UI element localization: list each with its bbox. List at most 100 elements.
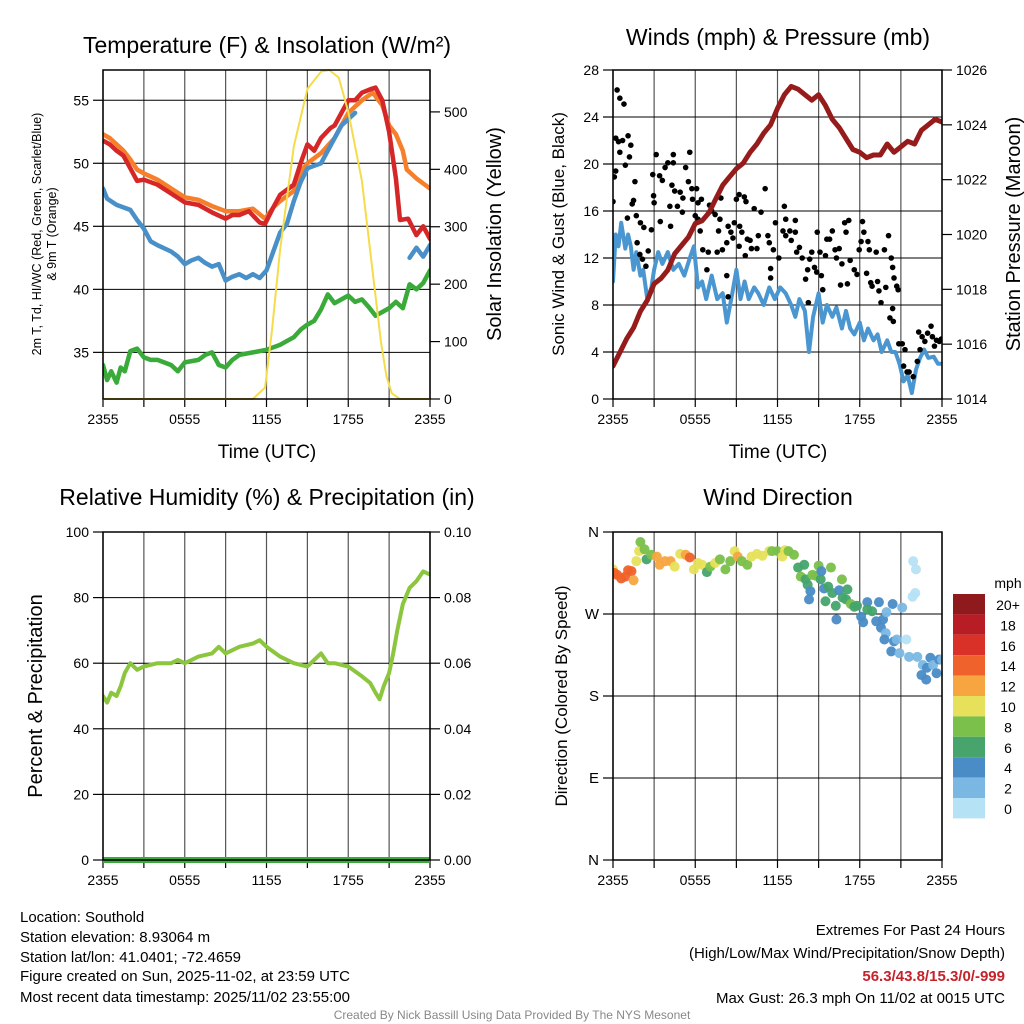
- winds-chart: 2355 0555 1155 1755 2355 0 4 8 12 16 20 24 28 1014 101…: [583, 62, 987, 427]
- wind-direction-point: [628, 575, 639, 586]
- gust-point: [704, 266, 710, 273]
- gust-point: [674, 203, 681, 210]
- winds-chart-title: Winds (mph) & Pressure (mb): [626, 24, 930, 50]
- winds-y2-tick-label: 1022: [956, 172, 987, 188]
- wind-direction-point: [881, 607, 892, 618]
- wind-direction-point: [742, 559, 753, 570]
- gust-point: [617, 95, 623, 101]
- gust-point: [887, 315, 893, 321]
- gust-point: [914, 358, 921, 365]
- temperature-chart-title: Temperature (F) & Insolation (W/m²): [83, 32, 451, 58]
- gust-point: [851, 266, 858, 273]
- gust-point: [762, 185, 768, 192]
- humidity-chart: 2355 0555 1155 1755 2355 0 20 40 60 80 100 0.00 0.02…: [66, 524, 472, 888]
- gust-point: [748, 245, 755, 252]
- legend-label: 10: [1000, 699, 1016, 715]
- gust-point: [617, 149, 623, 156]
- temperature-y2-tick-label: 100: [444, 334, 468, 350]
- gust-point: [685, 178, 692, 185]
- gust-point: [808, 249, 815, 255]
- legend-label: 16: [1000, 638, 1016, 654]
- gust-point: [723, 239, 730, 246]
- gust-point: [682, 164, 689, 171]
- winds-x-tick-label: 1755: [844, 411, 875, 427]
- gust-point: [874, 278, 881, 285]
- wind-direction-point: [805, 586, 816, 597]
- winds-y-tick-label: 20: [583, 156, 599, 172]
- gust-point: [633, 212, 640, 219]
- direction-plot-frame: [612, 531, 943, 861]
- wind-direction-point: [867, 606, 878, 617]
- gust-point: [772, 219, 779, 226]
- gust-point: [621, 101, 627, 107]
- legend-swatch: [953, 634, 985, 656]
- temperature-plot-area: [103, 69, 430, 400]
- wind-direction-point: [862, 597, 873, 608]
- gust-point: [906, 369, 912, 375]
- humidity-y2-tick-label: 0.02: [444, 786, 471, 802]
- gust-point: [869, 283, 875, 290]
- gust-point: [782, 216, 789, 223]
- gust-point: [878, 299, 884, 306]
- gust-point: [625, 133, 631, 139]
- gust-point: [833, 255, 840, 261]
- temperature-plot-frame: [102, 69, 431, 400]
- winds-y-tick-label: 28: [583, 62, 599, 78]
- gust-point: [670, 151, 677, 158]
- scarlet-blue-line: [103, 110, 430, 283]
- gust-point: [730, 235, 736, 241]
- humidity-x-tick-label: 1755: [333, 872, 364, 888]
- gust-point: [705, 249, 712, 255]
- gust-point: [649, 171, 656, 178]
- gust-point: [873, 249, 879, 255]
- winds-y-tick-label: 4: [591, 344, 599, 360]
- direction-x-tick-label: 2355: [597, 872, 628, 888]
- gust-point: [657, 218, 664, 225]
- gust-point: [843, 229, 849, 235]
- gust-point: [876, 288, 882, 294]
- gust-point: [619, 137, 626, 144]
- legend-label: 12: [1000, 679, 1016, 695]
- winds-y-tick-label: 24: [583, 109, 599, 125]
- gust-point: [922, 338, 928, 345]
- footer-created: Figure created on Sun, 2025-11-02, at 23…: [20, 968, 350, 985]
- gust-point: [780, 228, 786, 234]
- winds-x-tick-label: 0555: [680, 411, 711, 427]
- wind-direction-point: [908, 556, 919, 567]
- legend-swatch: [953, 736, 985, 758]
- temperature-y-tick-label: 50: [73, 155, 89, 171]
- wind-direction-point: [886, 646, 897, 657]
- gust-point: [822, 252, 829, 259]
- gust-point: [929, 333, 936, 340]
- gust-point: [719, 246, 726, 253]
- legend-swatch: [953, 675, 985, 696]
- winds-x-tick-label: 1155: [762, 411, 792, 427]
- gust-point: [626, 154, 633, 160]
- gust-point: [677, 189, 683, 195]
- winds-y2-tick-label: 1024: [956, 117, 987, 133]
- wind-direction-point: [684, 552, 695, 563]
- gust-point: [613, 168, 619, 174]
- gust-point: [792, 217, 799, 224]
- humidity-y2-tick-label: 0.08: [444, 590, 471, 606]
- humidity-y-tick-label: 60: [73, 655, 89, 671]
- direction-x-tick-label: 0555: [680, 872, 711, 888]
- direction-x-tick-label: 2355: [926, 872, 957, 888]
- gust-point: [856, 246, 863, 253]
- wind-direction-point: [799, 559, 810, 570]
- gust-point: [826, 236, 833, 242]
- legend-swatch: [953, 757, 985, 778]
- temperature-x-tick-label: 1155: [251, 411, 281, 427]
- gust-point: [866, 246, 873, 253]
- direction-chart: 2355 0555 1155 1755 2355 N E S W N: [585, 524, 958, 888]
- legend-label: 20+: [996, 597, 1020, 613]
- gust-point: [747, 237, 753, 244]
- winds-plot-frame: [612, 69, 943, 400]
- winds-x-tick-label: 2355: [926, 411, 957, 427]
- wind-direction-point: [626, 566, 637, 577]
- wind-direction-point: [820, 596, 831, 607]
- temperature-x-tick-label: 1755: [333, 411, 364, 427]
- legend-swatch: [953, 798, 985, 819]
- gust-point: [751, 205, 757, 212]
- winds-y2-tick-label: 1018: [956, 281, 987, 297]
